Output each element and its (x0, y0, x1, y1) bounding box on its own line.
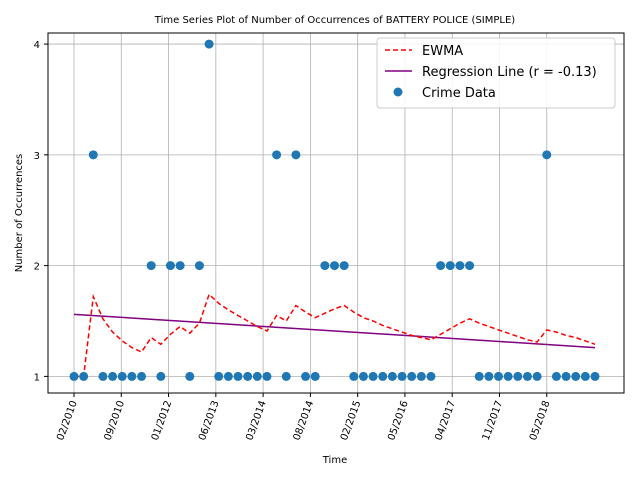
crime-data-point (204, 39, 214, 49)
crime-data-point (137, 371, 147, 381)
crime-data-point (156, 371, 166, 381)
crime-data-point (214, 371, 224, 381)
crime-data-point (339, 261, 349, 271)
crime-data-point (503, 371, 513, 381)
crime-data-point (88, 150, 98, 160)
crime-data-point (233, 371, 243, 381)
legend-ewma-label: EWMA (422, 44, 463, 59)
legend-box (376, 37, 616, 109)
legend: EWMA Regression Line (r = -0.13) Crime D… (376, 37, 616, 109)
crime-data-point (590, 371, 600, 381)
crime-data-point (532, 371, 542, 381)
crime-data-point (542, 150, 552, 160)
crime-data-point (175, 261, 185, 271)
crime-data-point (513, 371, 523, 381)
crime-data-point (281, 371, 291, 381)
crime-data-point (320, 261, 330, 271)
crime-data-point (146, 261, 156, 271)
crime-data-point (165, 261, 175, 271)
crime-data-point (358, 371, 368, 381)
crime-data-point (580, 371, 590, 381)
crime-data-point (436, 261, 446, 271)
ewma-line (74, 293, 596, 378)
crime-data-point (98, 371, 108, 381)
crime-data-point (185, 371, 195, 381)
crime-data-point (301, 371, 311, 381)
crime-data-point (455, 261, 465, 271)
crime-data-point (416, 371, 426, 381)
y-tick-label: 2 (34, 262, 40, 273)
crime-data-point (561, 371, 571, 381)
crime-data-point (223, 371, 233, 381)
crime-data-point (387, 371, 397, 381)
crime-data-point (330, 261, 339, 271)
plot-frame (47, 32, 625, 394)
ewma-layer (74, 293, 596, 378)
crime-data-point (484, 371, 494, 381)
crime-data-point (426, 371, 436, 381)
y-axis-label: Number of Occurrences (14, 154, 25, 273)
crime-data-point (445, 261, 455, 271)
crime-data-point (252, 371, 262, 381)
regression-line (73, 313, 596, 349)
legend-crime-data-label: Crime Data (422, 86, 496, 101)
crime-data-point (291, 150, 301, 160)
crime-data-point (378, 371, 388, 381)
regression-layer (73, 313, 596, 349)
crime-data-point (262, 371, 272, 381)
crime-data-point (243, 371, 253, 381)
crime-data-point (117, 371, 127, 381)
y-axis-ticks: 1 2 3 4 (34, 40, 48, 383)
crime-data-point (474, 371, 484, 381)
y-tick-label: 1 (34, 372, 40, 383)
crime-data-point (407, 371, 417, 381)
y-tick-label: 3 (34, 151, 40, 162)
crime-data-point (272, 150, 282, 160)
crime-data-point (522, 371, 532, 381)
y-tick-label: 4 (34, 40, 40, 51)
chart-title: Time Series Plot of Number of Occurrence… (154, 15, 515, 26)
crime-data-point (79, 371, 89, 381)
points-layer (69, 39, 600, 381)
crime-data-point (551, 371, 561, 381)
crime-data-point (108, 371, 118, 381)
crime-data-point (494, 371, 504, 381)
crime-data-point (368, 371, 378, 381)
legend-crime-data-swatch (393, 87, 403, 97)
crime-data-point (127, 371, 137, 381)
crime-data-point (465, 261, 475, 271)
crime-data-point (69, 371, 79, 381)
crime-data-point (194, 261, 204, 271)
crime-data-point (571, 371, 581, 381)
x-axis-label: Time (322, 455, 347, 466)
legend-regression-label: Regression Line (r = -0.13) (422, 65, 597, 80)
crime-data-point (310, 371, 320, 381)
crime-data-point (349, 371, 359, 381)
crime-data-point (397, 371, 407, 381)
